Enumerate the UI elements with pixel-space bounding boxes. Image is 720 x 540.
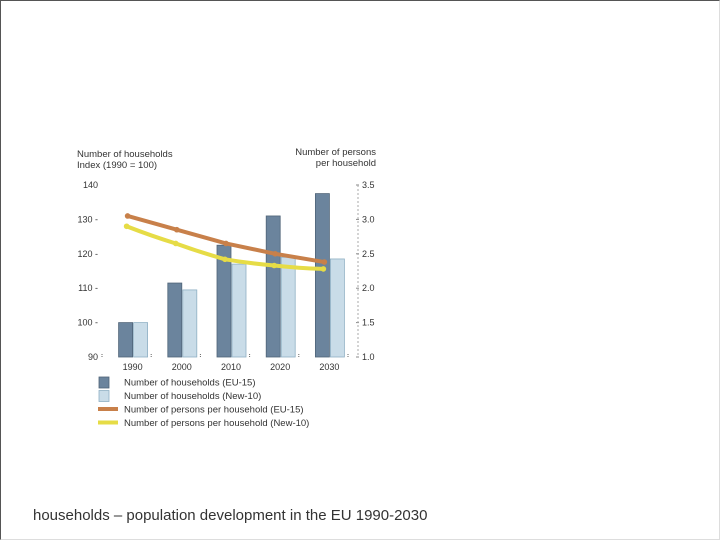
x-tick-2030: 2030 <box>319 362 339 372</box>
point-new10-2020 <box>271 262 278 269</box>
x-tick-2020: 2020 <box>270 362 290 372</box>
legend-swatch-0 <box>98 376 110 389</box>
bar-new10-1990 <box>133 322 149 358</box>
bar-new10-2030 <box>329 258 345 358</box>
legend-label-0: Number of households (EU-15) <box>124 378 255 389</box>
left-tick-140: 140 <box>83 180 98 190</box>
left-tick-90: 90 <box>88 352 98 362</box>
point-new10-1990 <box>123 223 130 230</box>
legend-label-3: Number of persons per household (New-10) <box>124 418 309 429</box>
legend-label-1: Number of households (New-10) <box>124 391 261 402</box>
point-eu15-2030 <box>321 259 328 265</box>
point-eu15-2010 <box>223 240 229 247</box>
bar-eu15-2030 <box>314 193 330 358</box>
point-new10-2010 <box>222 256 228 263</box>
right-tick-1.5: 1.5 <box>362 318 375 328</box>
bar-eu15-1990 <box>118 322 133 358</box>
x-tick-2000: 2000 <box>172 362 192 372</box>
left-tick-120: 120 - <box>77 249 98 259</box>
right-tick-3: 3.0 <box>362 214 375 224</box>
left-axis-title-line1: Number of households <box>77 149 173 160</box>
left-tick-130: 130 - <box>77 214 98 224</box>
left-tick-100: 100 - <box>77 318 98 328</box>
right-tick-3.5: 3.5 <box>362 180 375 190</box>
bar-new10-2000 <box>182 289 198 358</box>
bar-new10-2010 <box>231 263 247 358</box>
bar-eu15-2000 <box>167 282 183 358</box>
bar-new10-2020 <box>280 256 296 358</box>
bar-eu15-2020 <box>265 215 281 358</box>
point-eu15-2000 <box>174 226 180 233</box>
right-axis-title-line1: Number of persons <box>295 147 376 158</box>
point-new10-2000 <box>173 240 179 247</box>
right-tick-2.5: 2.5 <box>362 249 375 259</box>
right-axis-title-line2: per household <box>316 158 376 169</box>
right-tick-2: 2.0 <box>362 283 375 293</box>
x-tick-1990: 1990 <box>123 362 143 372</box>
right-tick-1: 1.0 <box>362 352 375 362</box>
left-axis-title-line2: Index (1990 = 100) <box>77 160 157 171</box>
point-eu15-2020 <box>272 251 279 257</box>
point-new10-2030 <box>320 266 327 272</box>
x-tick-2010: 2010 <box>221 362 241 372</box>
legend-swatch-1 <box>98 390 110 402</box>
point-eu15-1990 <box>124 213 131 219</box>
bar-eu15-2010 <box>216 244 232 358</box>
caption: households – population development in t… <box>33 507 428 524</box>
left-tick-110: 110 - <box>78 283 98 293</box>
legend-label-2: Number of persons per household (EU-15) <box>124 405 304 416</box>
